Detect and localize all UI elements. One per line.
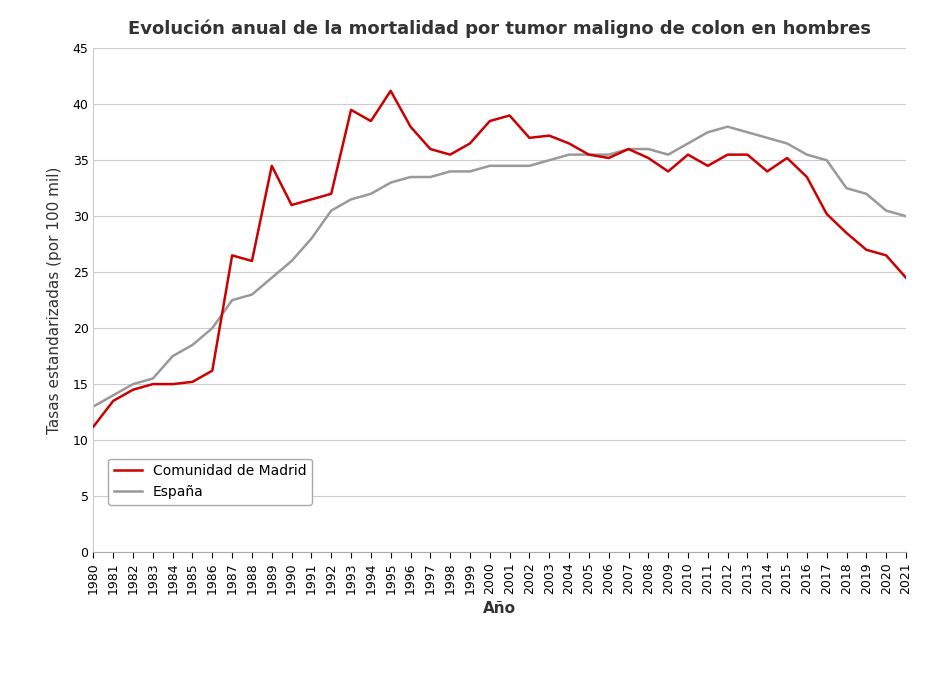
Comunidad de Madrid [385,87,396,95]
España [206,324,218,333]
España [405,173,417,181]
Line: Comunidad de Madrid: Comunidad de Madrid [93,91,906,426]
España [881,206,892,215]
España [841,184,852,193]
Legend: Comunidad de Madrid, España: Comunidad de Madrid, España [108,459,312,505]
España [425,173,436,181]
Comunidad de Madrid [623,145,634,153]
Comunidad de Madrid [148,380,159,388]
España [326,206,337,215]
España [782,139,793,148]
Comunidad de Madrid [563,139,574,148]
España [603,150,615,159]
España [662,150,673,159]
España [563,150,574,159]
España [722,123,733,131]
España [544,156,555,164]
Comunidad de Madrid [127,386,138,394]
España [305,235,317,243]
Comunidad de Madrid [702,161,714,170]
Y-axis label: Tasas estandarizadas (por 100 mil): Tasas estandarizadas (por 100 mil) [47,166,62,434]
Comunidad de Madrid [405,123,417,131]
Comunidad de Madrid [247,257,258,265]
España [187,341,198,349]
España [504,161,516,170]
Comunidad de Madrid [583,150,594,159]
España [702,128,714,137]
Comunidad de Madrid [425,145,436,153]
Comunidad de Madrid [365,117,376,125]
España [683,139,694,148]
Comunidad de Madrid [187,377,198,386]
Line: España: España [93,127,906,406]
España [346,195,357,204]
Comunidad de Madrid [107,397,119,405]
España [900,212,912,220]
España [127,380,138,388]
Title: Evolución anual de la mortalidad por tumor maligno de colon en hombres: Evolución anual de la mortalidad por tum… [128,20,871,39]
España [227,296,238,304]
España [643,145,654,153]
Comunidad de Madrid [841,229,852,237]
Comunidad de Madrid [801,173,813,181]
España [247,290,258,299]
Comunidad de Madrid [861,246,872,254]
Comunidad de Madrid [544,132,555,140]
España [742,128,753,137]
Comunidad de Madrid [167,380,178,388]
Comunidad de Madrid [821,210,832,218]
Comunidad de Madrid [900,274,912,282]
Comunidad de Madrid [305,195,317,204]
España [821,156,832,164]
Comunidad de Madrid [524,134,535,142]
Comunidad de Madrid [742,150,753,159]
España [484,161,495,170]
Comunidad de Madrid [326,190,337,198]
España [88,402,99,411]
España [107,391,119,400]
Comunidad de Madrid [227,251,238,259]
Comunidad de Madrid [286,201,297,209]
Comunidad de Madrid [504,111,516,119]
Comunidad de Madrid [484,117,495,125]
España [148,375,159,383]
España [365,190,376,198]
España [583,150,594,159]
Comunidad de Madrid [683,150,694,159]
España [801,150,813,159]
Comunidad de Madrid [266,161,277,170]
Comunidad de Madrid [643,154,654,162]
España [761,134,772,142]
España [445,167,456,175]
Comunidad de Madrid [88,422,99,431]
España [623,145,634,153]
España [385,179,396,187]
Comunidad de Madrid [346,106,357,114]
Comunidad de Madrid [464,139,475,148]
España [167,352,178,360]
X-axis label: Año: Año [483,601,517,616]
España [286,257,297,265]
Comunidad de Madrid [881,251,892,259]
Comunidad de Madrid [445,150,456,159]
Comunidad de Madrid [761,167,772,175]
Comunidad de Madrid [603,154,615,162]
Comunidad de Madrid [782,154,793,162]
España [266,274,277,282]
Comunidad de Madrid [206,366,218,375]
España [861,190,872,198]
España [524,161,535,170]
España [464,167,475,175]
Comunidad de Madrid [722,150,733,159]
Comunidad de Madrid [662,167,673,175]
